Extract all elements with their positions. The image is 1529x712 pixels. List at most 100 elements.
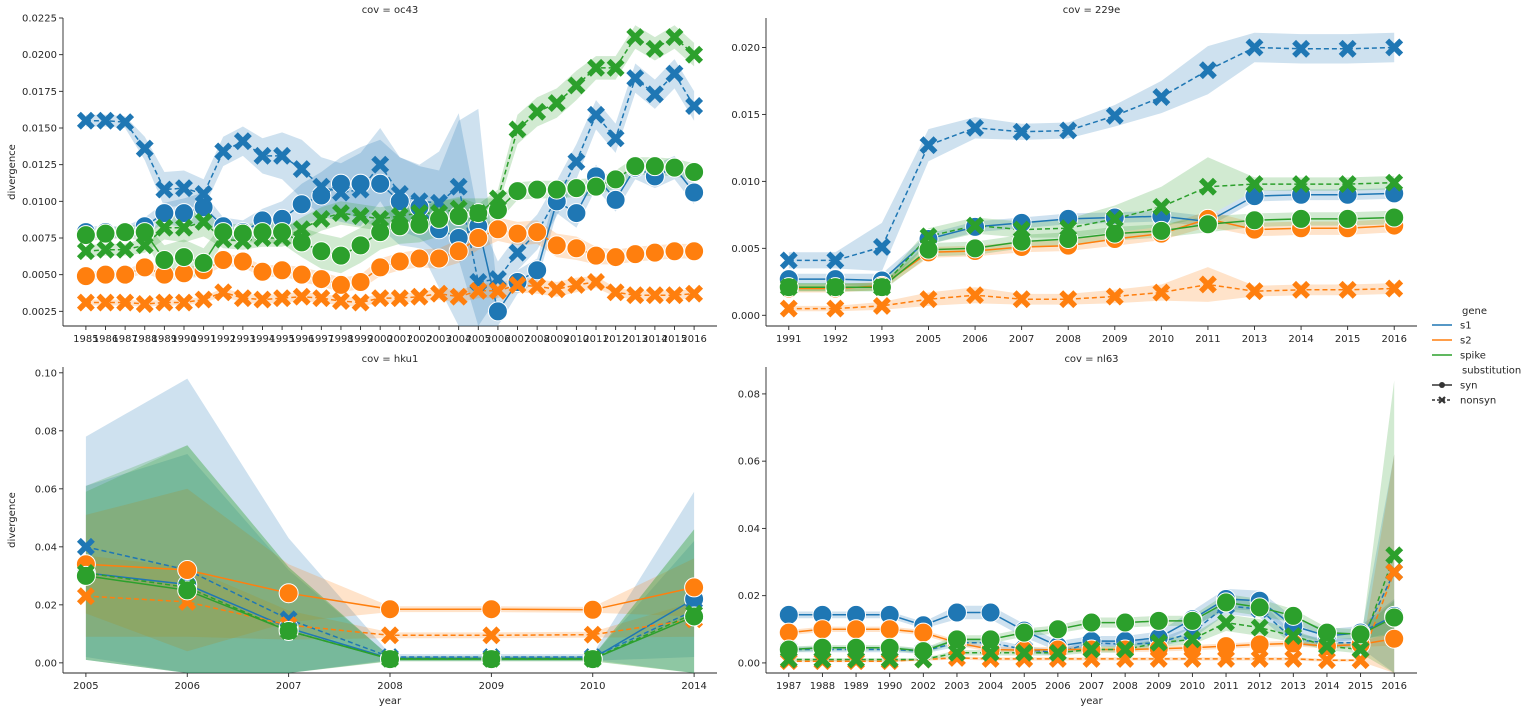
point-spike-nonsyn	[214, 230, 233, 249]
point-spike-nonsyn	[826, 278, 845, 297]
point-spike-nonsyn	[1385, 546, 1404, 565]
point-s2-nonsyn	[312, 289, 331, 308]
point-spike-nonsyn	[76, 563, 95, 582]
x-tick-label: 1996	[289, 334, 314, 345]
point-spike-nonsyn	[1105, 209, 1124, 228]
y-tick-label: 0.04	[35, 542, 57, 553]
point-s1-nonsyn	[1385, 38, 1404, 57]
y-tick-label: 0.0200	[22, 50, 57, 61]
point-spike-syn	[664, 157, 685, 178]
point-s2-syn	[291, 264, 312, 285]
y-tick-label: 0.10	[35, 368, 57, 379]
confidence-bands	[85, 378, 695, 673]
y-tick-label: 0.02	[738, 591, 760, 602]
point-spike-nonsyn	[1198, 177, 1217, 196]
point-s1-nonsyn	[449, 177, 468, 196]
point-spike-nonsyn	[1317, 637, 1336, 656]
point-s2-nonsyn	[214, 283, 233, 302]
x-tick-label: 1987	[776, 681, 801, 692]
point-s2-nonsyn	[488, 281, 507, 300]
point-spike-syn	[95, 223, 116, 244]
plot-area	[788, 32, 1395, 312]
point-s1-nonsyn	[76, 537, 95, 556]
point-spike-syn	[193, 252, 214, 273]
point-spike-syn	[965, 238, 986, 259]
point-spike-nonsyn	[966, 216, 985, 235]
x-tick-label: 1995	[269, 334, 294, 345]
point-spike-nonsyn	[779, 650, 798, 669]
point-s1-nonsyn	[1012, 122, 1031, 141]
panel-title: cov = oc43	[362, 5, 419, 16]
x-tick-label: 1998	[328, 334, 353, 345]
x-tick-label: 1990	[171, 334, 196, 345]
point-spike-nonsyn	[332, 204, 350, 223]
point-s1-nonsyn	[1059, 121, 1078, 140]
x-tick-label: 1989	[152, 334, 177, 345]
point-spike-nonsyn	[381, 649, 399, 668]
x-axis-label: year	[1080, 696, 1103, 707]
x-tick-label: 1989	[843, 681, 868, 692]
point-s2-nonsyn	[587, 273, 605, 291]
point-spike-nonsyn	[528, 102, 547, 121]
point-s2-nonsyn	[253, 290, 272, 309]
point-s2-syn	[812, 619, 833, 640]
point-s1-nonsyn	[390, 185, 409, 203]
legend-title-substitution: substitution	[1462, 366, 1521, 377]
point-s1-nonsyn	[645, 85, 664, 104]
x-tick-label: 2010	[1180, 681, 1205, 692]
legend-entry-s1: s1	[1432, 321, 1472, 332]
point-s2-nonsyn	[175, 293, 193, 312]
x-tick-label: 1999	[348, 334, 373, 345]
point-s2-nonsyn	[381, 626, 399, 645]
point-s1-nonsyn	[1198, 61, 1217, 80]
x-tick-label: 2008	[1112, 681, 1137, 692]
point-s2-nonsyn	[482, 626, 501, 645]
point-spike-nonsyn	[1149, 633, 1168, 652]
point-s1-nonsyn	[155, 180, 174, 199]
point-s2-nonsyn	[665, 286, 684, 305]
point-s2-syn	[605, 247, 626, 268]
panel-3: cov = hku1 0.00 0.02 0.04 0.06 0.08 0.10 2005 20…	[7, 354, 717, 707]
point-s2-syn	[507, 223, 528, 244]
point-s2-syn	[625, 244, 646, 265]
y-tick-label: 0.06	[738, 457, 760, 468]
point-spike-syn	[1115, 612, 1136, 633]
point-s2-nonsyn	[1059, 290, 1078, 309]
point-s1-nonsyn	[194, 185, 213, 203]
point-s1-nonsyn	[872, 238, 891, 256]
band-s1-syn	[85, 108, 695, 326]
point-s2-nonsyn	[1292, 280, 1311, 299]
y-tick-label: 0.015	[731, 110, 760, 121]
point-s2-syn	[389, 251, 410, 272]
x-tick-label: 1985	[73, 334, 98, 345]
point-s2-nonsyn	[292, 287, 311, 306]
band-spike-nonsyn	[85, 445, 695, 673]
point-spike-nonsyn	[1385, 173, 1404, 192]
x-tick-label: 2015	[1348, 681, 1373, 692]
series-markers	[75, 537, 705, 670]
y-tick-label: 0.0100	[22, 197, 57, 208]
point-s1-nonsyn	[253, 146, 272, 165]
legend-label-nonsyn: nonsyn	[1460, 396, 1496, 407]
point-spike-nonsyn	[292, 220, 311, 239]
x-tick-label: 2015	[662, 334, 687, 345]
x-tick-label: 2008	[1055, 334, 1080, 345]
point-s1-syn	[778, 604, 799, 625]
point-spike-nonsyn	[948, 643, 966, 662]
band-s2-syn	[788, 210, 1395, 293]
x-tick-label: 2016	[1381, 334, 1406, 345]
point-s2-syn	[582, 599, 603, 620]
point-s1-syn	[291, 194, 312, 215]
point-spike-syn	[1350, 624, 1371, 645]
x-tick-label: 2006	[485, 334, 510, 345]
point-s2-nonsyn	[1338, 280, 1357, 299]
point-s2-syn	[134, 257, 155, 278]
point-spike-nonsyn	[981, 643, 1000, 662]
point-spike-syn	[1384, 607, 1405, 628]
point-s2-nonsyn	[351, 293, 370, 312]
x-tick-label: 1992	[211, 334, 236, 345]
x-tick-label: 2009	[1102, 334, 1127, 345]
band-s1-nonsyn	[788, 32, 1395, 272]
x-tick-label: 2007	[505, 334, 530, 345]
point-spike-nonsyn	[1012, 220, 1031, 239]
